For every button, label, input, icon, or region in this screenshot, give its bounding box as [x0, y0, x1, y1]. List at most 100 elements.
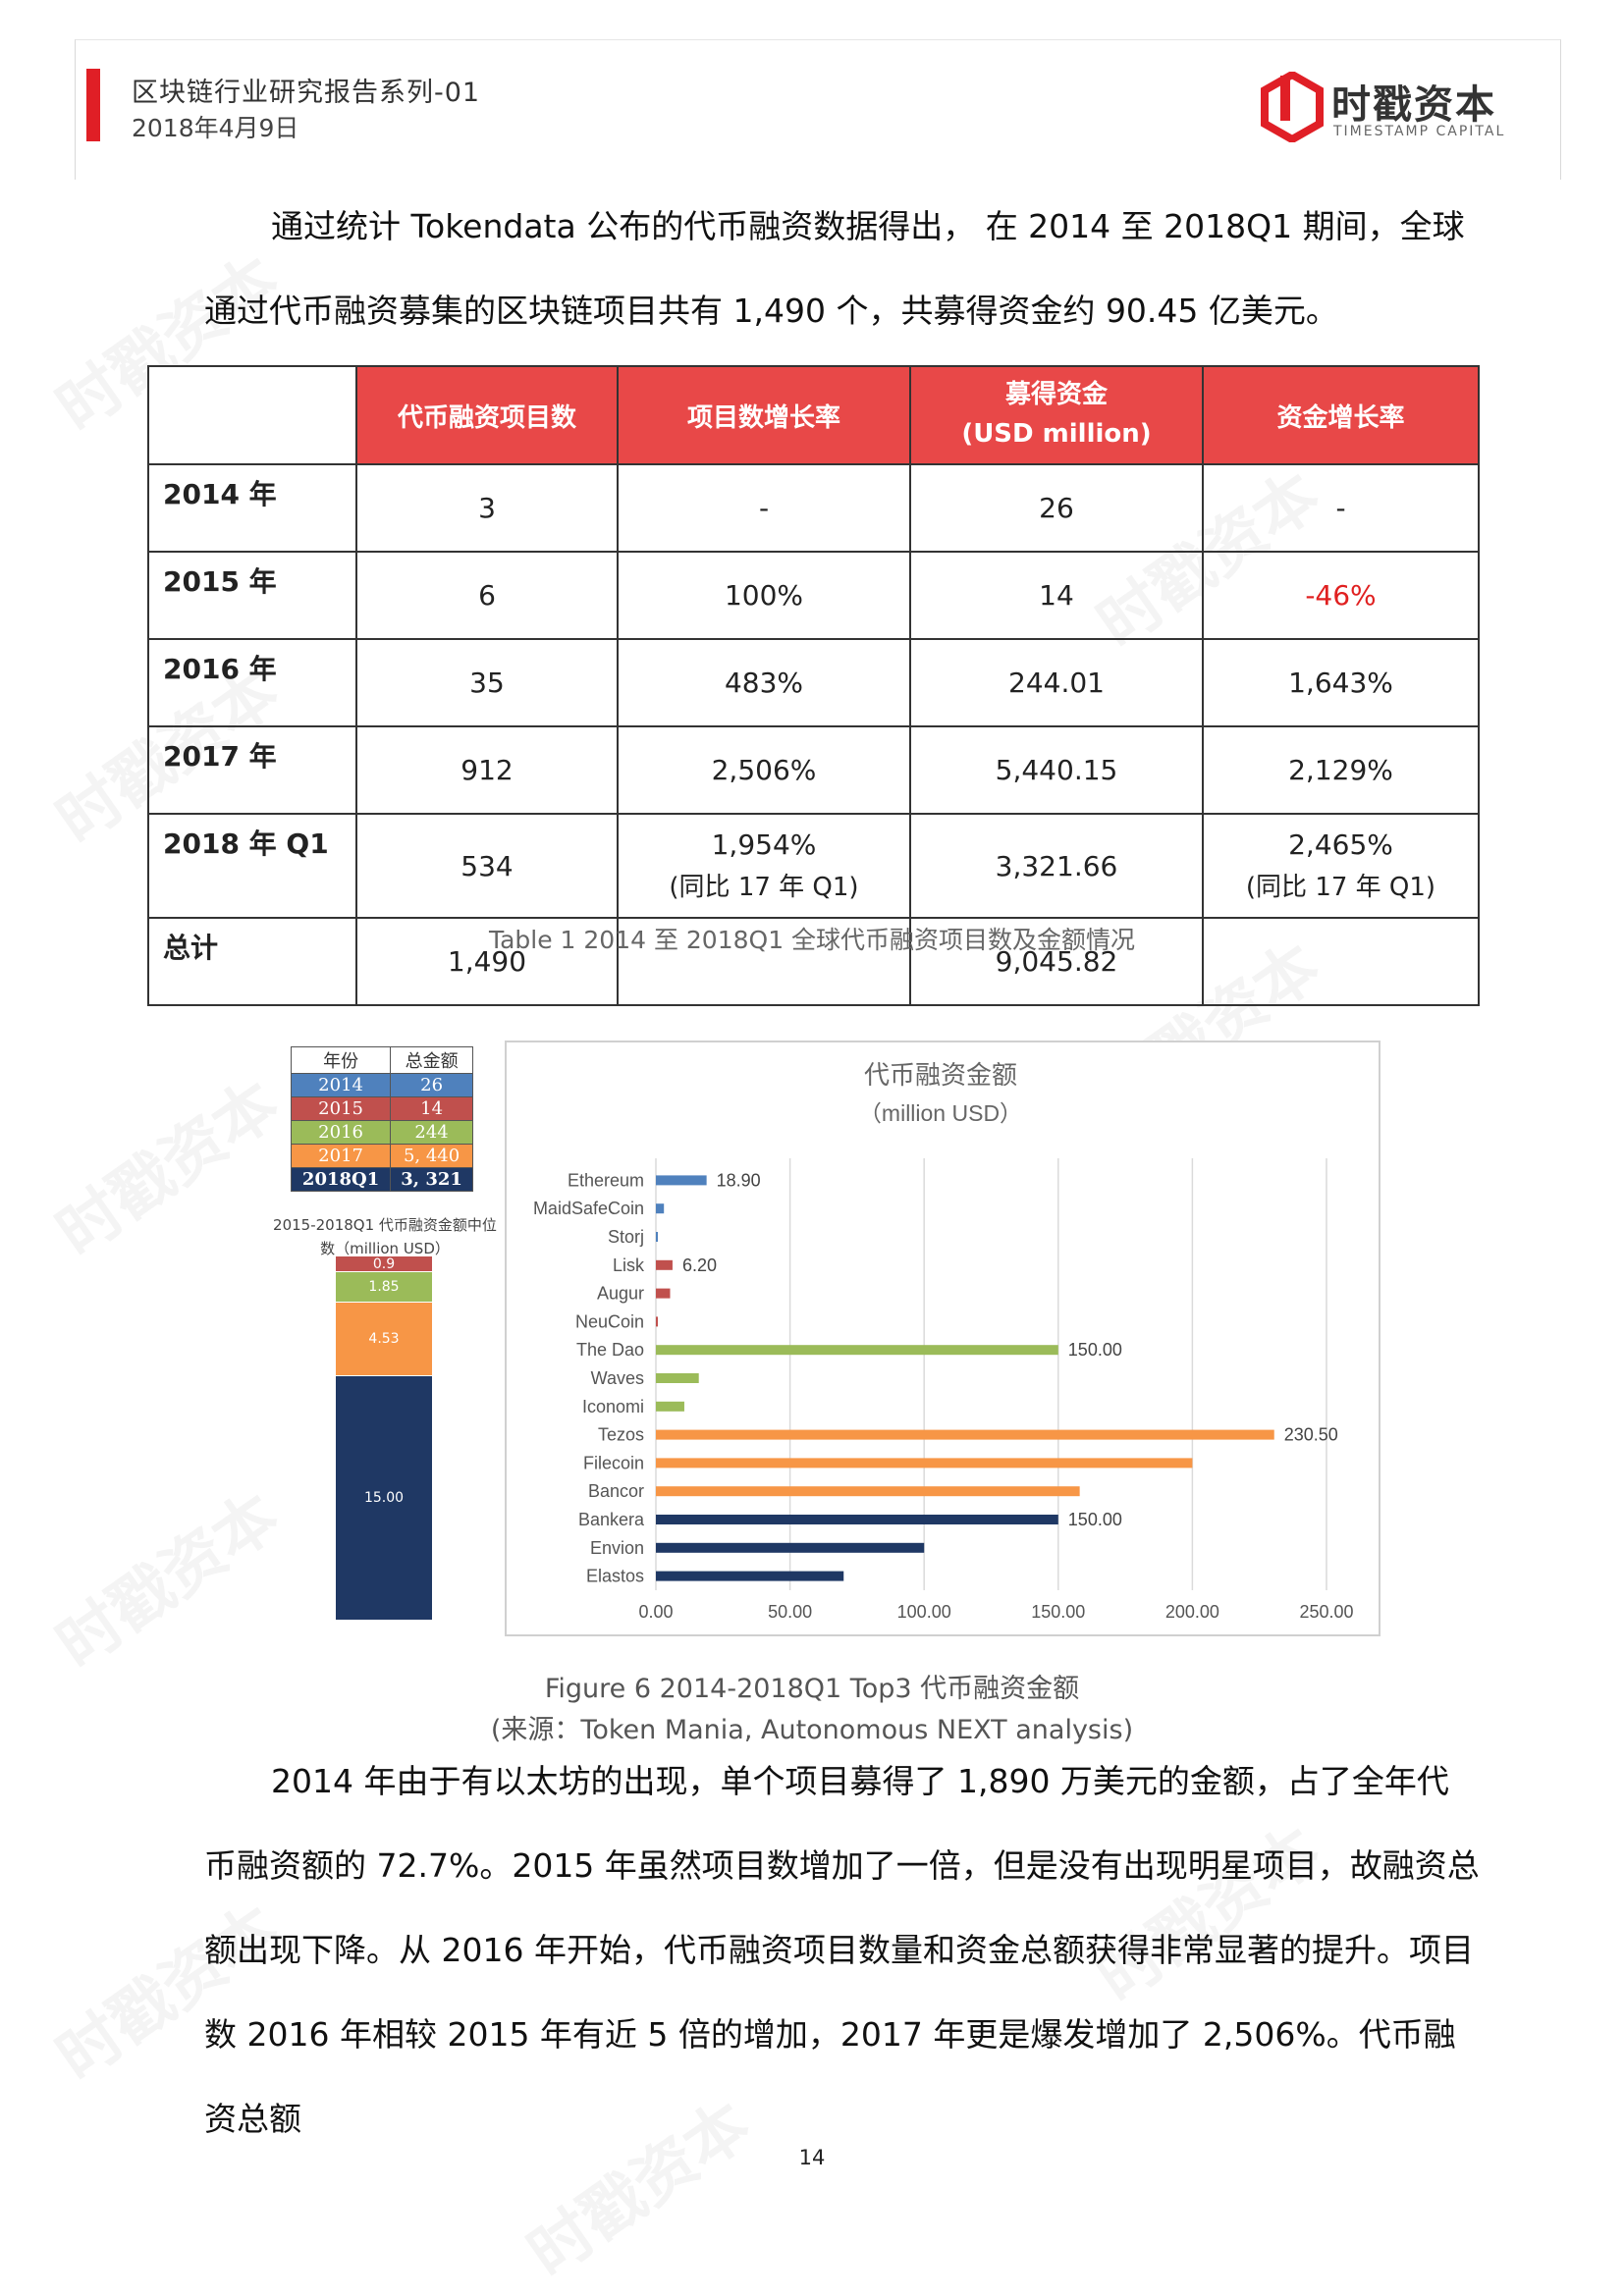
watermark: 时戳资本 — [36, 1468, 294, 1685]
report-series-title: 区块链行业研究报告系列-01 — [132, 78, 481, 108]
row-count: 6 — [355, 551, 619, 640]
row-funds-growth-note: (同比 17 年 Q1) — [1245, 873, 1436, 902]
table-row: 2018 年 Q1 534 1,954% (同比 17 年 Q1) 3,321.… — [147, 813, 1480, 919]
bar — [656, 1316, 658, 1327]
bar — [656, 1345, 1058, 1356]
chart-title: 代币融资金额 — [864, 1060, 1017, 1090]
mini-row-total: 5, 440 — [390, 1144, 473, 1168]
median-stack-bar: 0.9 1.85 4.53 15.00 — [336, 1256, 432, 1622]
row-count-growth — [617, 917, 911, 1006]
median-segment: 4.53 — [336, 1302, 432, 1376]
median-segment: 1.85 — [336, 1272, 432, 1303]
row-year: 2016 年 — [147, 638, 357, 727]
mini-table-row: 2017 5, 440 — [290, 1144, 473, 1168]
median-segment: 15.00 — [336, 1375, 432, 1622]
table-row: 2017 年 912 2,506% 5,440.15 2,129% — [147, 725, 1480, 815]
table-row: 2015 年 6 100% 14 -46% — [147, 551, 1480, 640]
category-label: Bancor — [588, 1481, 644, 1501]
data-label: 150.00 — [1068, 1340, 1122, 1360]
category-label: Iconomi — [582, 1397, 644, 1416]
bar — [656, 1175, 707, 1186]
bar — [656, 1288, 671, 1299]
x-tick-label: 50.00 — [768, 1602, 812, 1622]
category-label: The Dao — [576, 1340, 644, 1360]
median-chart-title: 2015-2018Q1 代币融资金额中位数（million USD） — [273, 1216, 497, 1257]
table-row-total: 总计 1,490 9,045.82 — [147, 917, 1480, 1006]
mini-table-row: 2015 14 — [290, 1096, 473, 1121]
row-funds: 5,440.15 — [909, 725, 1204, 815]
row-funds-growth-value: 2,465% — [1288, 828, 1393, 861]
row-funds: 244.01 — [909, 638, 1204, 727]
row-count-growth-note: (同比 17 年 Q1) — [669, 873, 859, 902]
table-header-blank — [147, 365, 357, 465]
intro-paragraph: 通过统计 Tokendata 公布的代币融资数据得出， 在 2014 至 201… — [204, 207, 1465, 330]
header-frame — [75, 39, 1561, 180]
category-label: MaidSafeCoin — [533, 1199, 644, 1218]
figure-source: (来源：Token Mania, Autonomous NEXT analysi… — [490, 1715, 1134, 1745]
header-funds-growth: 资金增长率 — [1202, 365, 1480, 465]
bar — [656, 1203, 665, 1214]
bar — [656, 1373, 699, 1383]
data-label: 150.00 — [1068, 1510, 1122, 1529]
page-number: 14 — [798, 2146, 826, 2169]
logo-subtext: TIMESTAMP CAPITAL — [1333, 124, 1506, 139]
bar-chart-svg: 代币融资金额 （million USD） 0.00 50.00 100.00 150.00… — [533, 1060, 1354, 1622]
header-accent-bar — [86, 69, 100, 141]
category-label: Lisk — [613, 1255, 645, 1275]
row-funds: 3,321.66 — [909, 813, 1204, 919]
mini-table-row: 2016 244 — [290, 1120, 473, 1145]
row-funds: 14 — [909, 551, 1204, 640]
mini-row-total: 244 — [390, 1120, 473, 1145]
mini-row-year: 2014 — [290, 1073, 392, 1097]
mini-row-year: 2017 — [290, 1144, 392, 1168]
row-count: 534 — [355, 813, 619, 919]
table-caption: Table 1 2014 至 2018Q1 全球代币融资项目数及金额情况 — [488, 926, 1136, 954]
row-funds-growth: 2,129% — [1202, 725, 1480, 815]
row-funds-growth: 2,465% (同比 17 年 Q1) — [1202, 813, 1480, 919]
x-tick-label: 150.00 — [1031, 1602, 1085, 1622]
header-funds: 募得资金 (USD million) — [909, 365, 1204, 465]
category-label: Elastos — [586, 1567, 644, 1586]
data-label: 6.20 — [682, 1255, 717, 1275]
data-label: 230.50 — [1284, 1425, 1338, 1445]
row-year: 总计 — [147, 917, 357, 1006]
median-segment: 0.9 — [336, 1256, 432, 1272]
row-count-growth: 483% — [617, 638, 911, 727]
x-tick-label: 200.00 — [1165, 1602, 1219, 1622]
mini-header-year: 年份 — [290, 1046, 392, 1074]
category-label: Waves — [591, 1368, 644, 1388]
bar — [656, 1486, 1080, 1497]
header-project-count: 代币融资项目数 — [355, 365, 619, 465]
bar — [656, 1259, 673, 1270]
timestamp-capital-logo-icon — [1261, 72, 1324, 142]
category-label: Ethereum — [568, 1170, 644, 1190]
mini-table-header: 年份 总金额 — [290, 1046, 473, 1074]
mini-row-total: 26 — [390, 1073, 473, 1097]
row-year: 2014 年 — [147, 463, 357, 553]
table-header-row: 代币融资项目数 项目数增长率 募得资金 (USD million) 资金增长率 — [147, 365, 1480, 465]
mini-row-year: 2018Q1 — [290, 1167, 392, 1192]
row-funds: 9,045.82 — [909, 917, 1204, 1006]
row-funds-growth — [1202, 917, 1480, 1006]
row-count-growth: 1,954% (同比 17 年 Q1) — [617, 813, 911, 919]
category-label: Storj — [608, 1227, 644, 1247]
header-count-growth: 项目数增长率 — [617, 365, 911, 465]
bar — [656, 1429, 1274, 1440]
bar — [656, 1458, 1193, 1468]
row-count-growth-value: 1,954% — [711, 828, 817, 861]
category-label: Filecoin — [583, 1453, 644, 1472]
row-funds: 26 — [909, 463, 1204, 553]
category-label: NeuCoin — [575, 1311, 644, 1331]
mini-row-total: 3, 321 — [390, 1167, 473, 1192]
row-count-growth: 2,506% — [617, 725, 911, 815]
mini-row-year: 2016 — [290, 1120, 392, 1145]
chart-subtitle: （million USD） — [859, 1100, 1022, 1126]
mini-header-total: 总金额 — [390, 1046, 473, 1074]
row-count: 35 — [355, 638, 619, 727]
table-row: 2016 年 35 483% 244.01 1,643% — [147, 638, 1480, 727]
row-count-growth: - — [617, 463, 911, 553]
funding-table: 代币融资项目数 项目数增长率 募得资金 (USD million) 资金增长率 … — [147, 365, 1480, 1006]
category-label: Augur — [597, 1284, 644, 1304]
mini-table-row: 2014 26 — [290, 1073, 473, 1097]
report-date: 2018年4月9日 — [132, 114, 299, 142]
